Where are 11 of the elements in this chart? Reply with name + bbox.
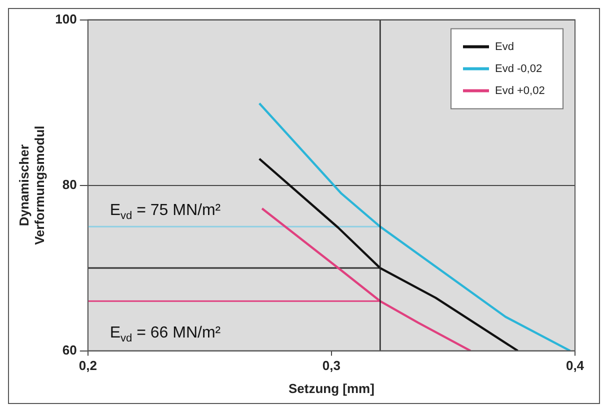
y-tick-label: 100 — [55, 11, 77, 26]
x-axis-title: Setzung [mm] — [288, 380, 374, 396]
legend-label: Evd -0,02 — [495, 62, 542, 75]
x-tick-label: 0,4 — [566, 358, 585, 374]
y-axis-title: Dynamischer Verformungsmodul — [16, 126, 47, 245]
legend-label: Evd — [495, 40, 514, 53]
x-tick-label: 0,3 — [322, 358, 340, 374]
x-tick-label: 0,2 — [78, 358, 97, 374]
y-tick-label: 80 — [62, 176, 77, 192]
legend-label: Evd +0,02 — [495, 84, 545, 97]
y-tick-label: 60 — [62, 342, 77, 358]
